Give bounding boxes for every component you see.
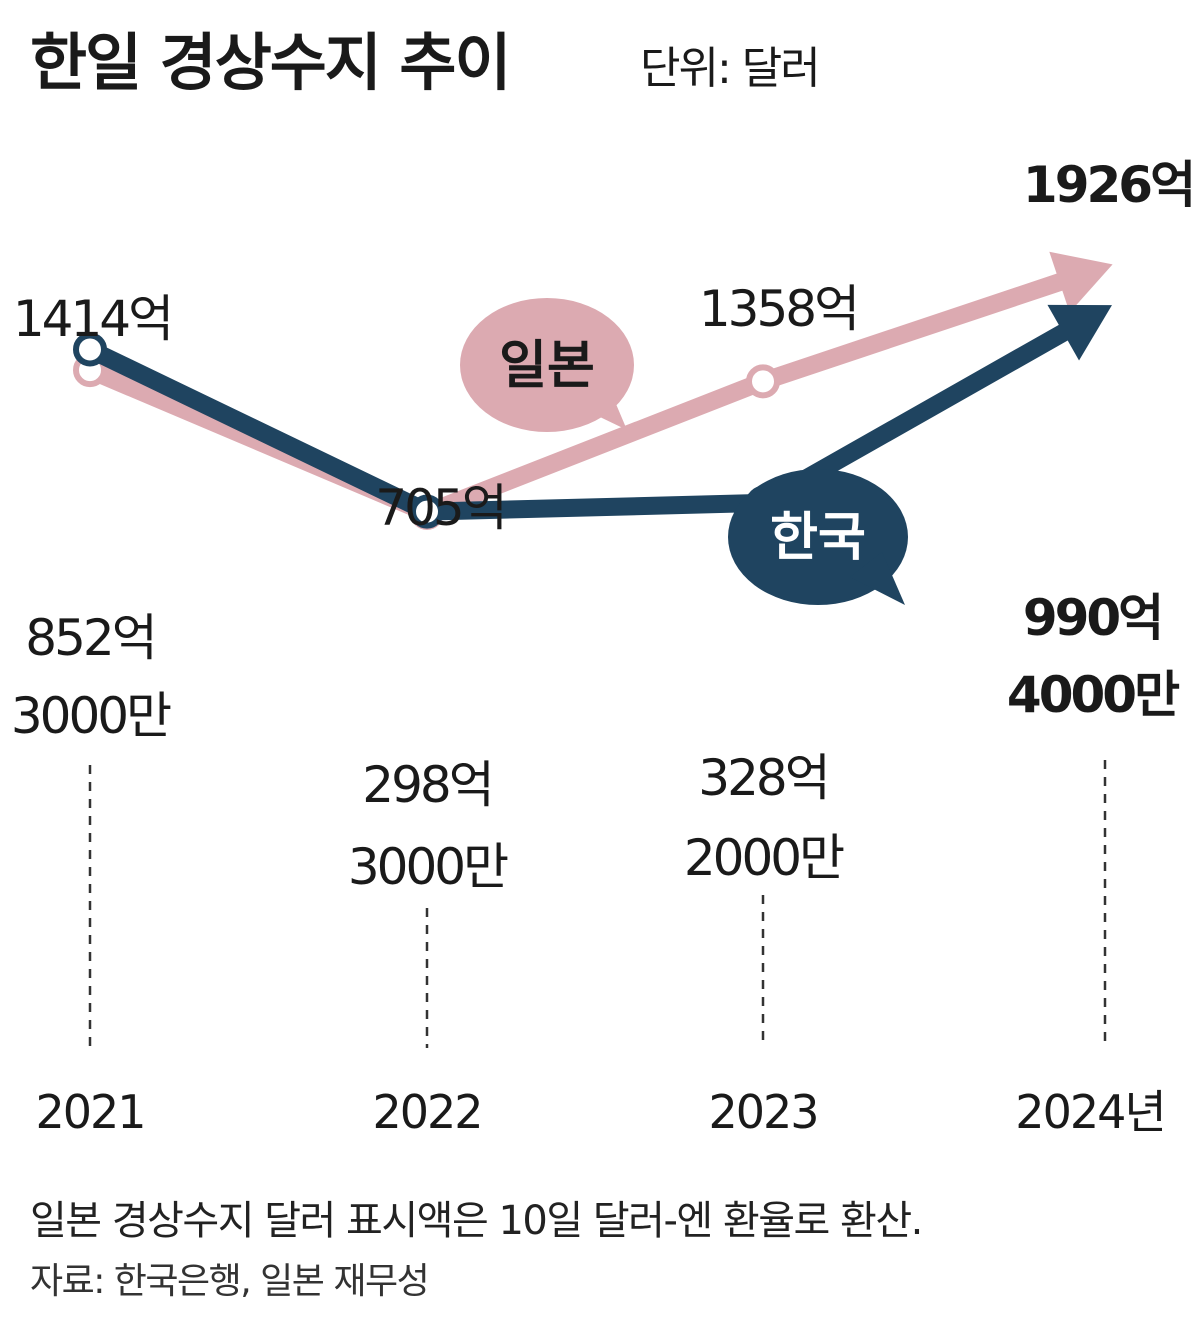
korea-legend-label: 한국 (770, 508, 866, 568)
chart-title: 한일 경상수지 추이 (30, 26, 511, 99)
japan-value-label: 1414억 (13, 290, 171, 348)
unit-label: 단위: 달러 (640, 43, 821, 94)
x-tick-label: 2022 (372, 1085, 481, 1139)
korea-value-label: 852억 (25, 609, 154, 667)
korea-value-label: 4000만 (1007, 666, 1180, 724)
japan-value-label: 1358억 (699, 280, 857, 338)
series-line-japan (81, 268, 1084, 522)
data-point-marker (746, 364, 780, 399)
x-tick-label: 2021 (35, 1085, 144, 1139)
series-line-korea (81, 315, 1087, 521)
series-arrowhead (1049, 251, 1113, 313)
japan-legend-label: 일본 (499, 336, 595, 396)
footnote: 일본 경상수지 달러 표시액은 10일 달러-엔 환율로 환산. (30, 1198, 923, 1244)
korea-bubble-tail (850, 552, 905, 605)
korea-value-label: 298억 (362, 756, 491, 814)
japan-value-label: 1926억 (1023, 156, 1193, 214)
x-tick-label: 2023 (708, 1085, 817, 1139)
korea-value-label: 328억 (698, 749, 827, 807)
japan-bubble-tail (575, 378, 627, 430)
korea-value-label: 990억 (1023, 589, 1161, 647)
japan-value-label: 705억 (375, 479, 504, 537)
data-point-marker (410, 494, 444, 529)
source-note: 자료: 한국은행, 일본 재무성 (30, 1261, 430, 1302)
x-tick-label: 2024년 (1015, 1085, 1164, 1139)
korea-value-label: 3000만 (11, 687, 171, 745)
korea-value-label: 2000만 (684, 829, 844, 887)
data-point-marker (73, 332, 107, 367)
series-arrowhead (1047, 304, 1112, 361)
korea-value-label: 3000만 (348, 838, 508, 896)
